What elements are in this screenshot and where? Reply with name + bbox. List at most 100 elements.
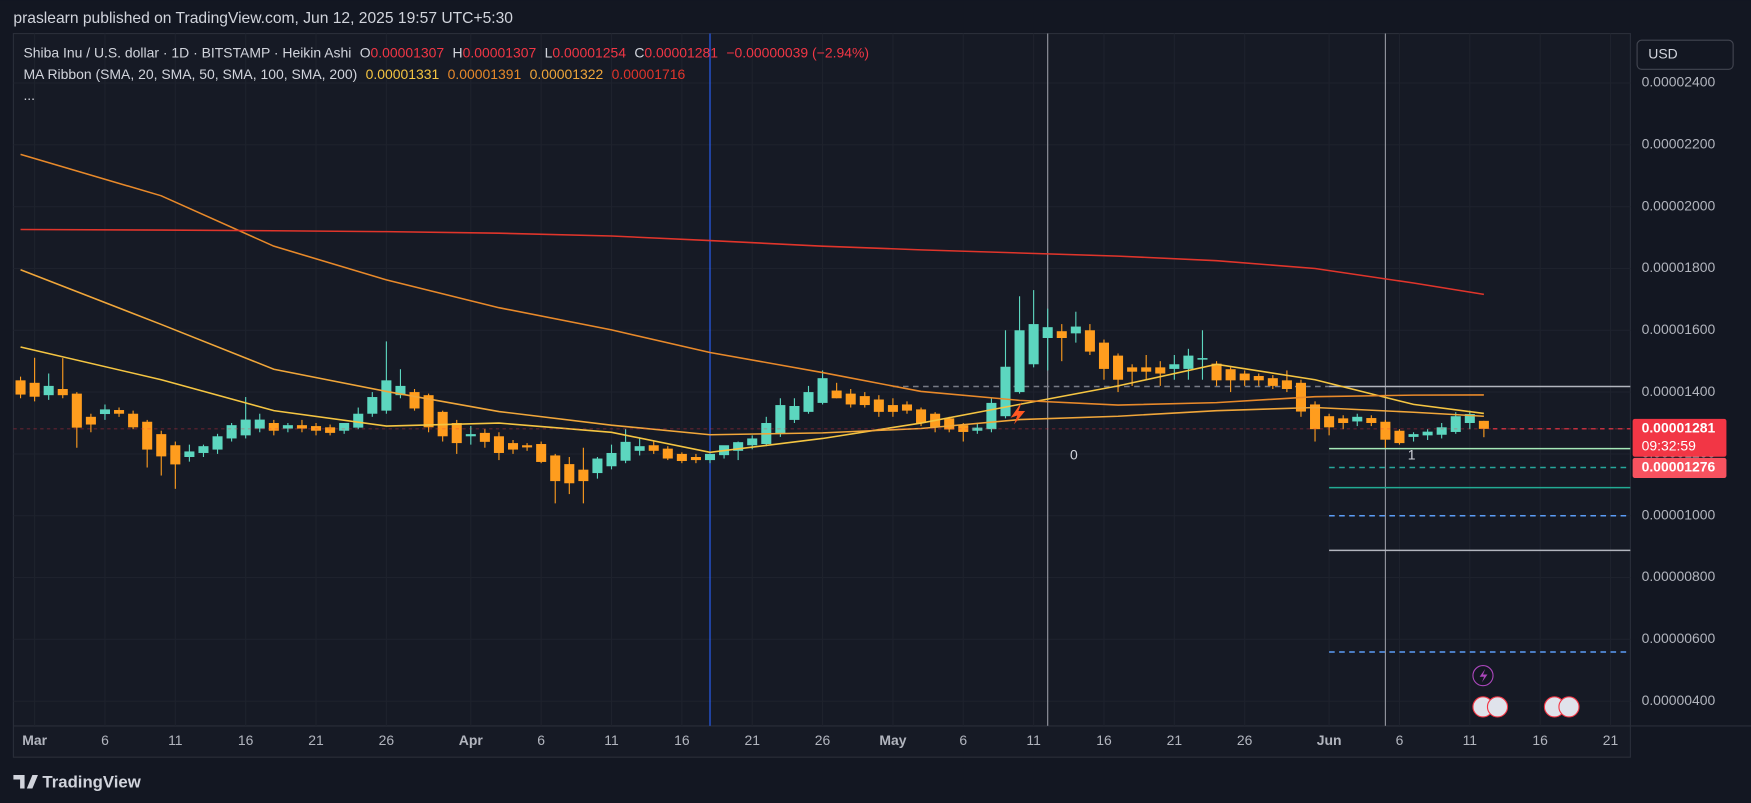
candle-body [986, 402, 997, 430]
candle-body [367, 397, 378, 414]
y-tick-label: 0.00001600 [1642, 321, 1716, 337]
candle-body [1070, 326, 1081, 334]
candle-body [1042, 327, 1053, 338]
candle-body [634, 446, 645, 451]
candle-body [268, 422, 279, 431]
x-tick-label: Mar [22, 732, 47, 748]
candle-body [873, 399, 884, 412]
candle-body [1408, 434, 1419, 437]
price-tag [1632, 418, 1727, 457]
candle-body [1338, 418, 1349, 423]
candle-body [550, 455, 561, 482]
x-tick-label: 26 [379, 732, 395, 748]
x-tick-label: 6 [959, 732, 967, 748]
ohlc-value: 0.00001307 [463, 44, 537, 60]
x-tick-label: 11 [168, 732, 183, 748]
candle-body [972, 427, 983, 431]
candle-body [212, 436, 223, 450]
candle-body [1422, 431, 1433, 436]
brand-name: TradingView [42, 772, 141, 791]
candle-body [1000, 366, 1011, 417]
ma-value: 0.00001322 [530, 66, 604, 82]
candle-body [1239, 373, 1250, 381]
x-tick-label: May [879, 732, 906, 748]
legend-more[interactable]: ... [23, 87, 35, 103]
y-tick-label: 0.00001800 [1642, 259, 1716, 275]
candle-body [1464, 414, 1475, 423]
candle-body [733, 442, 744, 451]
candle-body [226, 425, 237, 439]
candle-body [184, 451, 195, 457]
candle-body [311, 426, 322, 431]
x-tick-label: 21 [744, 732, 760, 748]
price-tag [1632, 457, 1727, 479]
event-icon[interactable] [1558, 696, 1580, 718]
x-tick-label: 21 [308, 732, 324, 748]
candle-body [958, 425, 969, 432]
candle-body [395, 385, 406, 396]
candle-body [507, 443, 519, 450]
candle-body [1028, 324, 1039, 365]
candle-body [1394, 430, 1405, 444]
candle-body [1183, 355, 1194, 369]
candle-body [1478, 420, 1489, 429]
ohlc-label: C [634, 44, 644, 60]
candle-body [803, 392, 814, 412]
currency-label[interactable]: USD [1648, 45, 1677, 61]
ma-value: 0.00001391 [448, 66, 522, 82]
ma-line [20, 346, 1484, 454]
candle-body [353, 413, 364, 428]
candle-body [1098, 342, 1110, 369]
vertical-line-label: 1 [1408, 446, 1416, 462]
candle-body [831, 390, 842, 399]
brand: TradingView [13, 772, 142, 791]
y-tick-label: 0.00001000 [1642, 506, 1716, 522]
candle-body [240, 419, 251, 436]
ma-line [20, 153, 1484, 406]
candle-body [1310, 404, 1321, 430]
x-tick-label: 11 [604, 732, 619, 748]
currency-button[interactable] [1636, 39, 1734, 70]
ohlc-label: O [360, 44, 371, 60]
x-tick-label: 26 [815, 732, 831, 748]
candle-body [522, 445, 533, 448]
y-tick-label: 0.00000600 [1642, 630, 1716, 646]
candle-body [43, 385, 54, 396]
candle-body [325, 427, 336, 433]
candle-body [775, 405, 786, 434]
x-tick-label: 6 [1396, 732, 1404, 748]
x-tick-label: Apr [459, 732, 484, 748]
event-glyph [1479, 668, 1488, 683]
candle-body [1084, 330, 1095, 352]
y-tick-label: 0.00002200 [1642, 136, 1716, 152]
candle-body [1113, 355, 1124, 380]
candle-body [1211, 363, 1222, 381]
candle-body [1380, 421, 1391, 440]
candle-body [1253, 376, 1264, 381]
y-tick-label: 0.00000400 [1642, 692, 1716, 708]
brand-logo [13, 775, 38, 789]
candle-body [1127, 367, 1138, 372]
candle-body [648, 445, 659, 451]
candle-body [690, 456, 701, 461]
candle-body [1366, 418, 1377, 423]
candle-body [409, 392, 420, 409]
candle-body [859, 396, 870, 406]
candle-body [662, 448, 673, 459]
candle-body [114, 410, 125, 414]
ma-value: 0.00001331 [366, 66, 440, 82]
candle-body [29, 382, 40, 397]
legend-ma: MA Ribbon (SMA, 20, SMA, 50, SMA, 100, S… [23, 66, 685, 82]
candle-body [282, 425, 293, 429]
candle-body [1169, 364, 1180, 369]
candle-body [451, 422, 462, 444]
event-icon[interactable] [1486, 696, 1509, 718]
y-tick-label: 0.00002000 [1642, 197, 1716, 213]
candle-body [536, 444, 547, 462]
candle-body [1056, 331, 1067, 338]
candle-body [479, 432, 490, 442]
x-tick-label: 16 [238, 732, 254, 748]
candle-body [578, 469, 589, 482]
price-tag-value: 0.00001281 [1642, 420, 1716, 436]
